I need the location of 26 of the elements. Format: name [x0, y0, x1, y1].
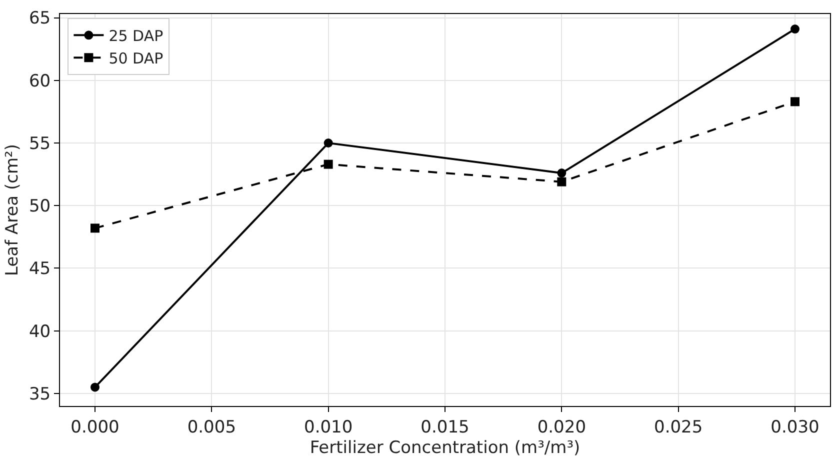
- x-tick-label: 0.005: [187, 417, 236, 438]
- x-tick-label: 0.015: [420, 417, 470, 438]
- legend-label: 25 DAP: [108, 27, 164, 46]
- legend-label: 50 DAP: [108, 50, 164, 68]
- y-tick-label: 35: [28, 384, 51, 404]
- point: [324, 138, 333, 148]
- y-tick-label: 45: [28, 259, 51, 280]
- y-tick-label: 60: [28, 71, 51, 92]
- x-tick-label: 0.000: [70, 417, 120, 438]
- y-axis-title: Leaf Area (cm²): [2, 144, 23, 276]
- x-axis-title: Fertilizer Concentration (m³/m³): [310, 438, 580, 458]
- x-tick-label: 0.010: [304, 417, 353, 438]
- y-tick-label: 65: [28, 8, 51, 29]
- x-tick-label: 0.020: [537, 417, 586, 438]
- y-tick-label: 55: [28, 134, 51, 154]
- y-tick-label: 40: [28, 322, 51, 342]
- point: [324, 160, 333, 169]
- point: [557, 168, 566, 178]
- point: [90, 382, 100, 392]
- point: [790, 97, 800, 106]
- y-tick-label: 50: [28, 196, 51, 217]
- x-tick-label: 0.030: [770, 417, 820, 438]
- point: [90, 224, 100, 233]
- point: [557, 177, 566, 186]
- point: [790, 24, 800, 34]
- x-tick-label: 0.025: [654, 417, 703, 438]
